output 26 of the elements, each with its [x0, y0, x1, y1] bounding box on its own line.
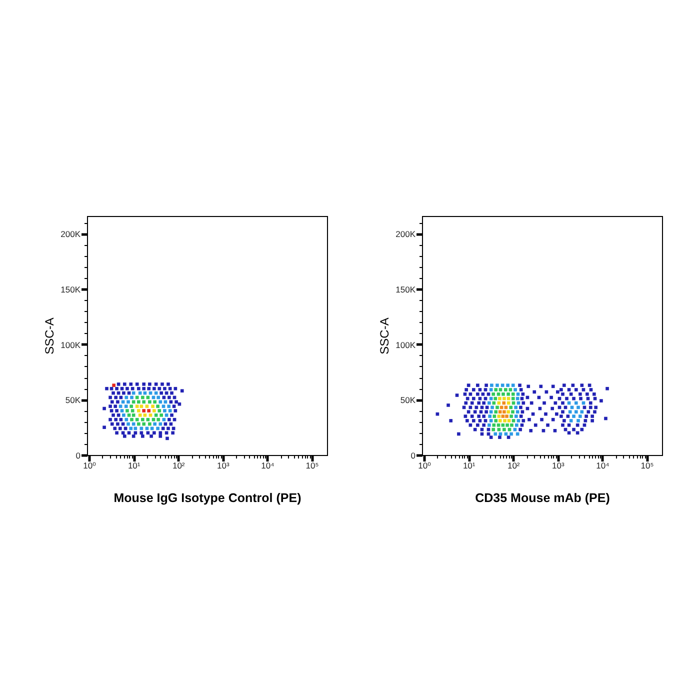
y-tick-label: 0: [410, 450, 416, 460]
y-tick-label: 200K: [396, 229, 416, 240]
x-axis-title: CD35 Mouse mAb (PE): [475, 491, 610, 505]
y-tick-label: 150K: [60, 284, 81, 295]
y-tick-label: 100K: [396, 340, 416, 350]
x-tick-label: 10¹: [128, 460, 140, 470]
x-tick-label: 10⁰: [83, 460, 97, 470]
y-axis-title: SSC-A: [378, 318, 392, 354]
x-tick-label: 10⁴: [261, 460, 275, 470]
x-tick-label: 10³: [552, 460, 564, 470]
y-tick-label: 200K: [60, 229, 81, 240]
y-tick-label: 150K: [396, 284, 416, 295]
x-tick-label: 10⁰: [418, 460, 432, 470]
y-axis-title: SSC-A: [42, 318, 57, 354]
x-tick-label: 10²: [172, 460, 185, 470]
x-tick-label: 10⁴: [596, 460, 610, 470]
y-tick-label: 0: [76, 450, 81, 460]
x-tick-label: 10³: [217, 460, 230, 470]
x-tick-label: 10⁵: [306, 460, 319, 470]
y-tick-label: 50K: [400, 395, 416, 406]
x-tick-label: 10²: [507, 460, 520, 470]
y-tick-label: 50K: [65, 395, 81, 406]
x-axis-title: Mouse IgG Isotype Control (PE): [114, 491, 302, 505]
x-tick-label: 10¹: [462, 460, 476, 470]
x-tick-label: 10⁵: [640, 460, 654, 470]
y-tick-label: 100K: [60, 340, 81, 350]
